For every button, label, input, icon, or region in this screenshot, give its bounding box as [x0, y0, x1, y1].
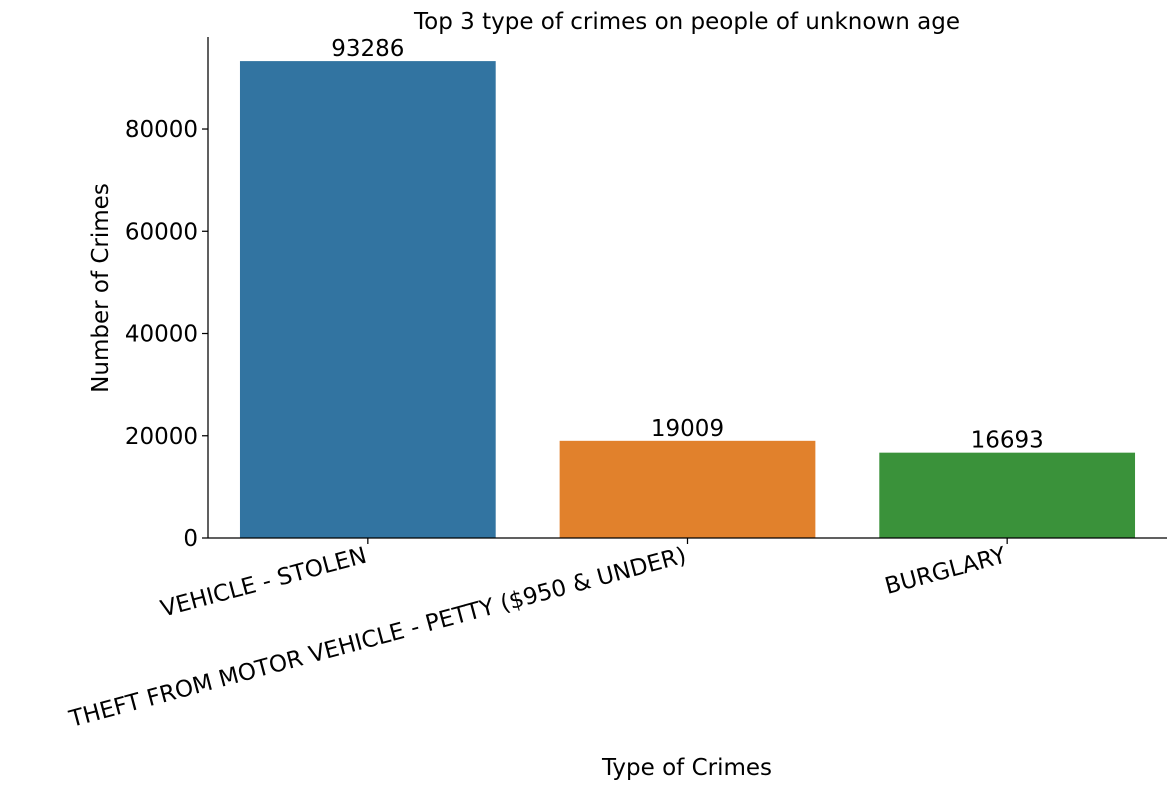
- bar-3: [879, 452, 1136, 538]
- x-tick-label-2: THEFT FROM MOTOR VEHICLE - PETTY ($950 &…: [66, 543, 689, 733]
- x-tick-label-1: VEHICLE - STOLEN: [158, 543, 369, 623]
- bars-layer: [239, 61, 1136, 538]
- y-axis-label: Number of Crimes: [88, 183, 114, 393]
- data-label-2: 19009: [651, 416, 724, 442]
- y-tick-label-4: 60000: [125, 219, 198, 245]
- y-axis-ticks: 0 20000 40000 60000 80000: [125, 117, 208, 552]
- y-tick-label-5: 80000: [125, 117, 198, 143]
- data-labels-layer: 93286 19009 16693: [331, 36, 1044, 454]
- chart-title: Top 3 type of crimes on people of unknow…: [413, 9, 960, 35]
- data-label-3: 16693: [971, 428, 1044, 454]
- x-axis-label: Type of Crimes: [601, 755, 772, 781]
- x-tick-label-3: BURGLARY: [882, 542, 1009, 599]
- y-tick-label-2: 20000: [125, 424, 198, 450]
- y-tick-label-3: 40000: [125, 322, 198, 348]
- y-tick-label-1: 0: [183, 526, 198, 552]
- bar-2: [559, 440, 816, 538]
- bar-1: [239, 61, 496, 538]
- data-label-1: 93286: [331, 36, 404, 62]
